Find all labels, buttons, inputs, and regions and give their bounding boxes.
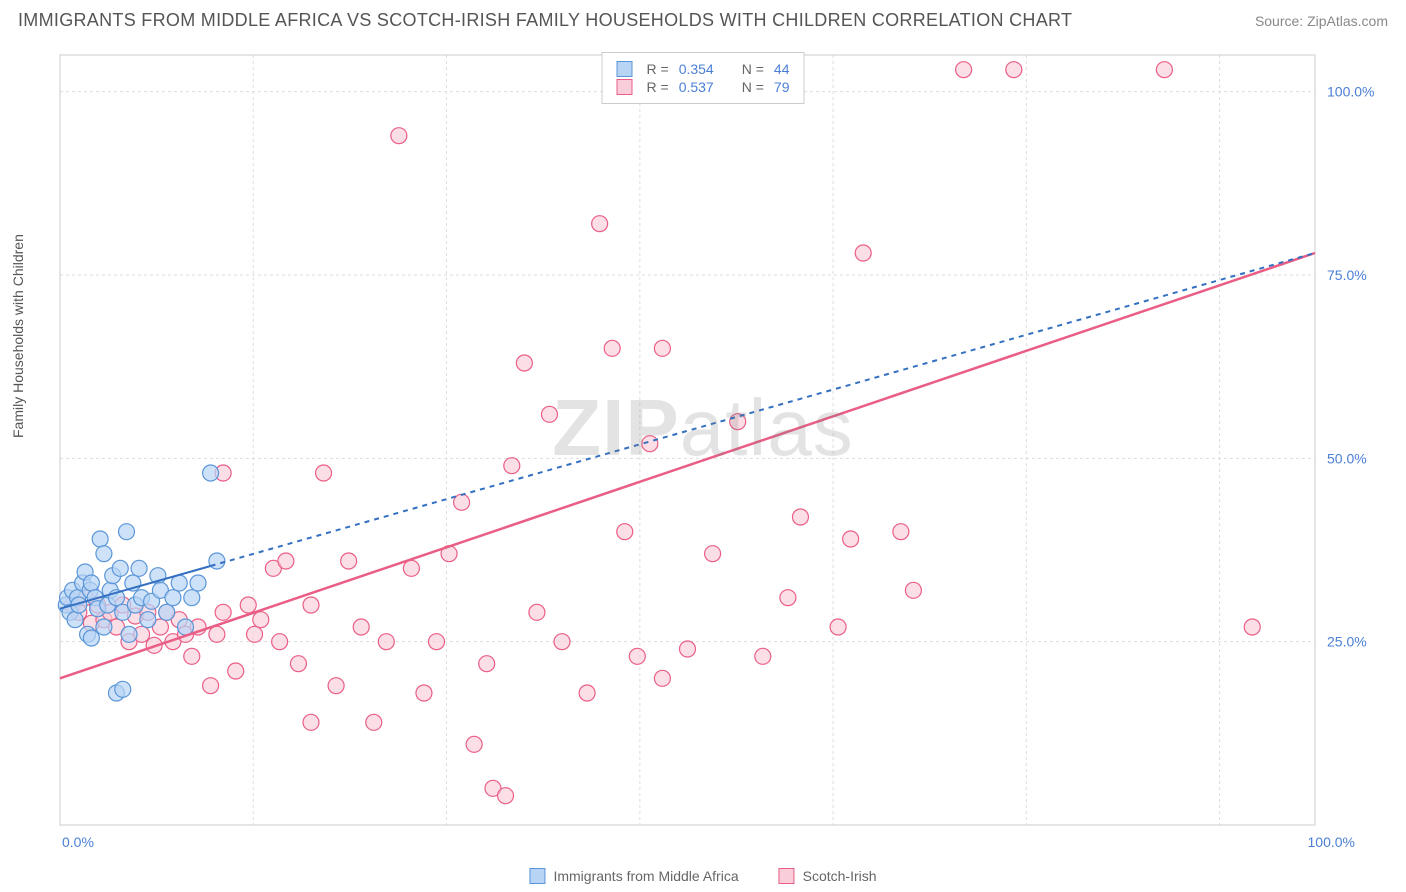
- svg-text:0.0%: 0.0%: [62, 834, 94, 850]
- legend-correlation: R = 0.354 N = 44 R = 0.537 N = 79: [602, 52, 805, 104]
- y-axis-label: Family Households with Children: [10, 234, 26, 438]
- chart-title: IMMIGRANTS FROM MIDDLE AFRICA VS SCOTCH-…: [18, 10, 1072, 31]
- legend-correlation-series1: R = 0.354 N = 44: [617, 61, 790, 77]
- swatch-icon: [617, 79, 633, 95]
- legend-series: Immigrants from Middle Africa Scotch-Iri…: [529, 868, 876, 884]
- legend-item-series1: Immigrants from Middle Africa: [529, 868, 738, 884]
- chart-container: 25.0% 50.0% 75.0% 100.0% 0.0% 100.0%: [55, 50, 1390, 860]
- svg-text:75.0%: 75.0%: [1327, 267, 1367, 283]
- legend-item-series2: Scotch-Irish: [779, 868, 877, 884]
- scatter-chart: 25.0% 50.0% 75.0% 100.0% 0.0% 100.0%: [55, 50, 1390, 860]
- chart-source: Source: ZipAtlas.com: [1255, 13, 1388, 29]
- swatch-icon: [529, 868, 545, 884]
- swatch-icon: [779, 868, 795, 884]
- svg-text:50.0%: 50.0%: [1327, 450, 1367, 466]
- swatch-icon: [617, 61, 633, 77]
- svg-text:100.0%: 100.0%: [1308, 834, 1355, 850]
- svg-text:25.0%: 25.0%: [1327, 634, 1367, 650]
- legend-correlation-series2: R = 0.537 N = 79: [617, 79, 790, 95]
- svg-text:100.0%: 100.0%: [1327, 84, 1374, 100]
